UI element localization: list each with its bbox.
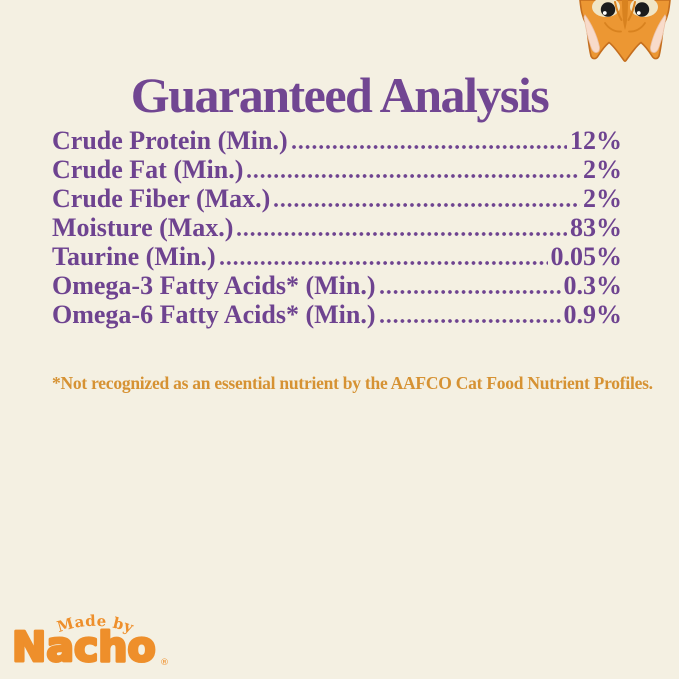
- nutrient-value: 2%: [583, 155, 622, 184]
- nutrient-label: Taurine (Min.): [52, 242, 216, 271]
- made-by-nacho-logo: Made by Nacho ®: [6, 607, 178, 671]
- nutrient-label: Crude Protein (Min.): [52, 126, 288, 155]
- nutrient-value: 83%: [570, 213, 622, 242]
- analysis-row: Omega-6 Fatty Acids* (Min.) 0.9%: [52, 300, 622, 329]
- cat-peeking-icon-svg: [579, 0, 671, 63]
- nutrient-label: Omega-3 Fatty Acids* (Min.): [52, 271, 376, 300]
- nutrient-value: 0.3%: [563, 271, 623, 300]
- dot-leader: [236, 231, 567, 237]
- registered-trademark-icon: ®: [160, 658, 169, 668]
- nutrient-label: Crude Fiber (Max.): [52, 184, 271, 213]
- cat-eye-glint-left: [602, 11, 607, 15]
- analysis-table: Crude Protein (Min.) 12% Crude Fat (Min.…: [52, 126, 622, 329]
- analysis-row: Crude Fat (Min.) 2%: [52, 155, 622, 184]
- nutrient-value: 0.9%: [563, 300, 623, 329]
- cat-inner-ear-right: [650, 14, 667, 53]
- dot-leader: [246, 173, 580, 179]
- cat-stripe-right: [627, 1, 636, 21]
- analysis-row: Taurine (Min.) 0.05%: [52, 242, 622, 271]
- dot-leader: [273, 202, 580, 208]
- dot-leader: [290, 144, 567, 150]
- nutrient-label: Omega-6 Fatty Acids* (Min.): [52, 300, 376, 329]
- nutrient-value: 12%: [570, 126, 622, 155]
- cat-peeking-icon: [578, 0, 672, 64]
- analysis-row: Crude Fiber (Max.) 2%: [52, 184, 622, 213]
- dot-leader: [378, 318, 561, 324]
- cat-stripe-center: [622, 0, 628, 30]
- logo-brand-text: Nacho: [12, 623, 156, 671]
- cat-cheek-shade-right: [628, 22, 646, 33]
- analysis-row: Omega-3 Fatty Acids* (Min.) 0.3%: [52, 271, 622, 300]
- dot-leader: [218, 260, 548, 266]
- aafco-footnote: *Not recognized as an essential nutrient…: [52, 373, 653, 393]
- dot-leader: [378, 289, 561, 295]
- made-by-nacho-logo-svg: Made by Nacho ®: [11, 612, 170, 671]
- nutrient-value: 2%: [583, 184, 622, 213]
- cat-eye-right: [634, 2, 650, 17]
- analysis-row: Moisture (Max.) 83%: [52, 213, 622, 242]
- analysis-row: Crude Protein (Min.) 12%: [52, 126, 622, 155]
- cat-eye-left: [600, 2, 616, 17]
- nutrient-label: Moisture (Max.): [52, 213, 234, 242]
- cat-eye-glint-right: [636, 11, 641, 15]
- page-title: Guaranteed Analysis: [130, 66, 550, 123]
- cat-stripe-left: [614, 1, 623, 21]
- cat-cheek-shade-left: [604, 22, 622, 33]
- cat-inner-ear-left: [583, 14, 600, 53]
- nutrient-label: Crude Fat (Min.): [52, 155, 244, 184]
- nutrient-value: 0.05%: [550, 242, 623, 271]
